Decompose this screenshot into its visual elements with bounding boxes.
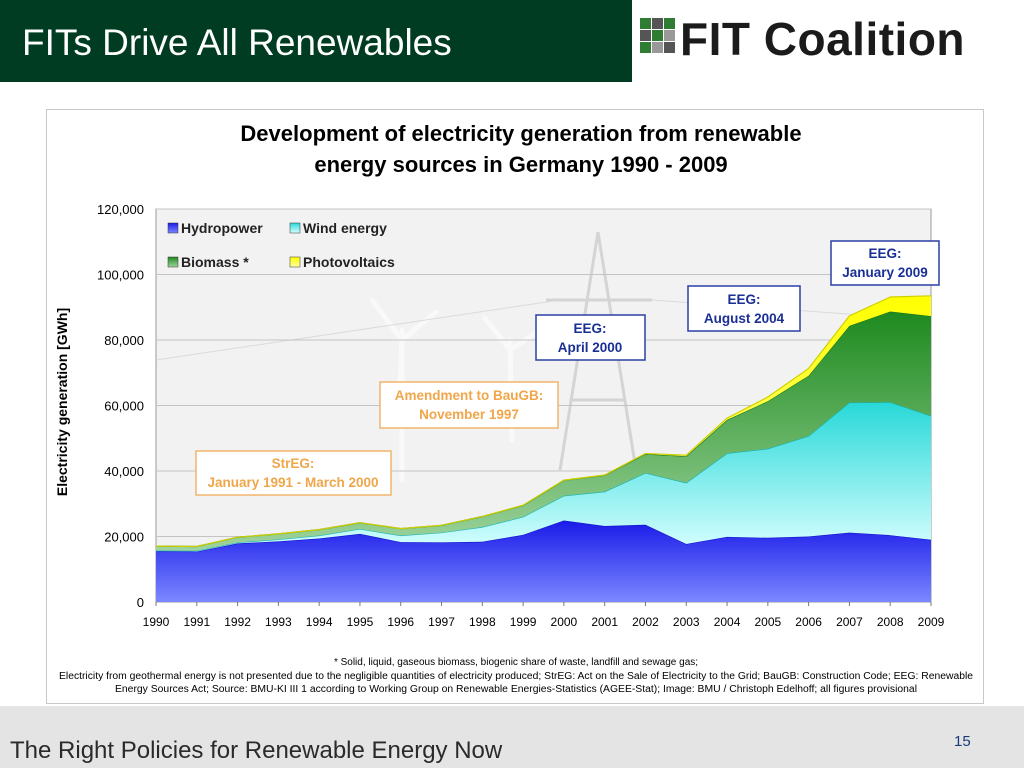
legend-label-photovoltaics: Photovoltaics [303, 254, 395, 270]
annotation-baugb-line-1: Amendment to BauGB: [395, 388, 544, 403]
annotation-streg: StrEG: January 1991 - March 2000 [195, 450, 392, 496]
chart-title-line-2: energy sources in Germany 1990 - 2009 [314, 152, 727, 177]
annotation-streg-line-2: January 1991 - March 2000 [207, 475, 378, 490]
y-tick-label-1: 20,000 [104, 530, 144, 545]
y-tick-label-2: 40,000 [104, 464, 144, 479]
x-tick-label-1992: 1992 [224, 615, 251, 629]
annotation-baugb: Amendment to BauGB: November 1997 [379, 381, 559, 429]
y-tick-label-6: 120,000 [97, 202, 144, 217]
x-tick-label-2009: 2009 [918, 615, 945, 629]
legend-label-biomass: Biomass * [181, 254, 249, 270]
legend-swatch-biomass [167, 256, 179, 268]
area-photovoltaics [156, 295, 931, 547]
header-bar: FITs Drive All Renewables [0, 0, 632, 82]
annotation-eeg-2000-line-1: EEG: [573, 321, 606, 336]
y-tick-label-3: 60,000 [104, 399, 144, 414]
x-tick-label-1991: 1991 [183, 615, 210, 629]
annotation-eeg-2009-line-1: EEG: [868, 246, 901, 261]
x-tick-label-2007: 2007 [836, 615, 863, 629]
logo-area: FIT Coalition [632, 0, 1024, 82]
annotation-eeg-2004-box [687, 285, 801, 332]
x-axis-ticks: 1990 1991 1992 1993 1994 1995 1996 1997 1998 1999… [143, 602, 945, 629]
y-tick-label-5: 100,000 [97, 268, 144, 283]
legend-swatch-wind [289, 222, 301, 234]
x-tick-label-2006: 2006 [795, 615, 822, 629]
legend-swatch-photovoltaics [289, 256, 301, 268]
y-tick-label-4: 80,000 [104, 333, 144, 348]
x-tick-label-2001: 2001 [591, 615, 618, 629]
area-biomass [156, 311, 931, 551]
annotation-eeg-2000: EEG: April 2000 [535, 314, 646, 361]
annotation-eeg-2009: EEG: January 2009 [830, 240, 940, 286]
area-wind-energy [156, 402, 931, 552]
annotation-eeg-2000-line-2: April 2000 [558, 340, 623, 355]
x-tick-label-2005: 2005 [754, 615, 781, 629]
annotation-eeg-2009-line-2: January 2009 [842, 265, 928, 280]
annotation-baugb-line-2: November 1997 [419, 407, 519, 422]
x-tick-label-1994: 1994 [306, 615, 333, 629]
legend-label-wind: Wind energy [303, 220, 387, 236]
annotation-eeg-2000-box [535, 314, 646, 361]
legend-swatch-hydropower [167, 222, 179, 234]
x-tick-label-1990: 1990 [143, 615, 170, 629]
annotation-eeg-2009-box [830, 240, 940, 286]
chart-title-line-1: Development of electricity generation fr… [240, 121, 801, 146]
x-tick-label-2002: 2002 [632, 615, 659, 629]
footer-bar [0, 706, 1024, 768]
legend: Hydropower Wind energy Biomass * Photovo… [167, 220, 395, 270]
x-tick-label-2004: 2004 [714, 615, 741, 629]
x-tick-label-1996: 1996 [387, 615, 414, 629]
fit-coalition-logo-icon [640, 18, 675, 53]
x-tick-label-2003: 2003 [673, 615, 700, 629]
x-tick-label-1997: 1997 [428, 615, 455, 629]
page-number: 15 [954, 733, 971, 750]
legend-label-hydropower: Hydropower [181, 220, 263, 236]
annotation-eeg-2004: EEG: August 2004 [687, 285, 801, 332]
area-hydropower [156, 520, 931, 602]
footnote-line-2: Electricity from geothermal energy is no… [59, 671, 973, 682]
y-tick-label-0: 0 [137, 595, 144, 610]
footnote-line-3: Energy Sources Act; Source: BMU-KI III 1… [115, 684, 917, 695]
x-tick-label-1999: 1999 [510, 615, 537, 629]
annotation-eeg-2004-line-1: EEG: [727, 292, 760, 307]
annotation-streg-line-1: StrEG: [272, 456, 315, 471]
annotation-baugb-box [379, 381, 559, 429]
x-tick-label-2008: 2008 [877, 615, 904, 629]
x-tick-label-2000: 2000 [551, 615, 578, 629]
footnote-line-1: * Solid, liquid, gaseous biomass, biogen… [334, 657, 698, 668]
x-tick-label-1998: 1998 [469, 615, 496, 629]
y-axis-ticks: 0 20,000 40,000 60,000 80,000 100,000 120,000 [97, 202, 144, 610]
area-series [155, 295, 932, 602]
footer-tagline: The Right Policies for Renewable Energy … [10, 737, 503, 764]
x-tick-label-1993: 1993 [265, 615, 292, 629]
annotation-eeg-2004-line-2: August 2004 [704, 311, 785, 326]
logo-text: FIT Coalition [680, 13, 966, 65]
slide-title: FITs Drive All Renewables [22, 22, 452, 63]
x-tick-label-1995: 1995 [347, 615, 374, 629]
y-axis-label: Electricity generation [GWh] [54, 308, 70, 496]
area-edge-photovoltaics [155, 295, 932, 548]
annotation-streg-box [195, 450, 392, 496]
